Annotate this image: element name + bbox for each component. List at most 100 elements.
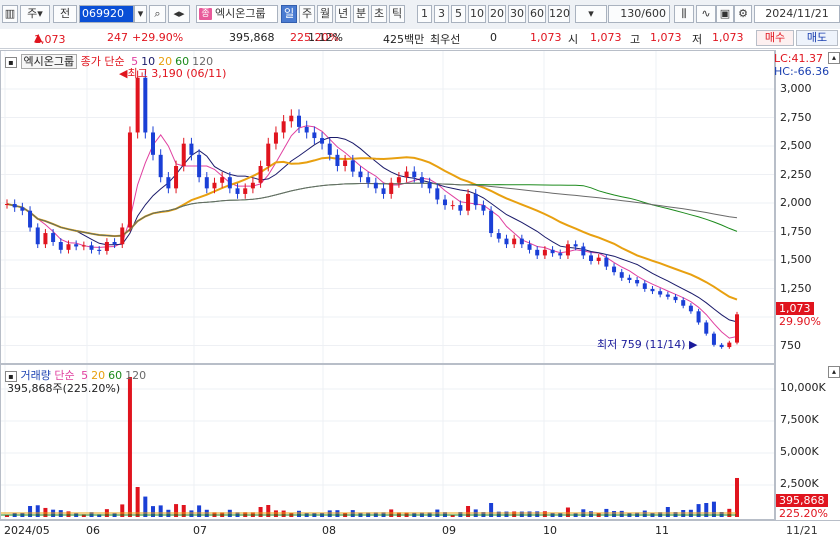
candle-91 xyxy=(704,320,709,336)
price-tick-6: 1,500 xyxy=(780,253,812,266)
candle-78 xyxy=(604,254,609,270)
gear-icon[interactable]: ⚙ xyxy=(734,5,752,23)
candle-51 xyxy=(396,172,401,188)
candle-43 xyxy=(335,149,340,172)
interval-5[interactable]: 5 xyxy=(451,5,466,23)
volume-bar-5 xyxy=(43,507,48,517)
volume-bar-79 xyxy=(612,511,617,517)
interval-3[interactable]: 3 xyxy=(434,5,449,23)
period-3[interactable]: 년 xyxy=(335,5,351,23)
candle-2 xyxy=(20,202,25,216)
price-tick-7: 1,250 xyxy=(780,281,812,295)
legend-prefix: 종가 단순 xyxy=(80,55,125,68)
stock-name-field[interactable]: 종 엑시온그룹 xyxy=(196,5,278,23)
candle-66 xyxy=(512,234,517,249)
candle-26 xyxy=(204,172,209,194)
candle-4 xyxy=(35,223,40,249)
volume-box: 395,868 xyxy=(776,494,828,508)
vol-ma-legend-120: 120 xyxy=(125,369,147,382)
volume-panel[interactable]: ▪ 거래량 단순 5 20 60 120 395,868주(225.20%) xyxy=(0,364,775,520)
period-6[interactable]: 틱 xyxy=(389,5,405,23)
low: 1,073 xyxy=(712,31,744,44)
candle-92 xyxy=(711,331,716,347)
count-field[interactable]: 130/600 xyxy=(608,5,670,23)
volume-bar-35 xyxy=(273,510,278,517)
ma-legend-5: 5 xyxy=(131,55,139,68)
candle-48 xyxy=(373,177,378,194)
price-tick-9: 750 xyxy=(780,338,801,352)
change: 247 xyxy=(107,31,128,44)
period-2[interactable]: 월 xyxy=(317,5,333,23)
candle-59 xyxy=(458,200,463,216)
interval-60[interactable]: 60 xyxy=(528,5,546,23)
price-tick-2: 2,500 xyxy=(780,139,812,152)
volume-bar-67 xyxy=(519,511,524,517)
volume-expand-icon[interactable]: ▴ xyxy=(828,366,840,378)
candle-95 xyxy=(735,311,739,345)
price-panel[interactable]: ▪ 엑시온그룹 종가 단순 5 10 20 60 120 ◀최고 3,190 (06/1… xyxy=(0,50,775,364)
candle-65 xyxy=(504,234,509,249)
date-field[interactable]: 2024/11/21 xyxy=(754,5,840,23)
candle-icon[interactable]: ⫼ xyxy=(674,5,694,23)
candle-60 xyxy=(466,189,471,216)
sell-button[interactable]: 매도 xyxy=(796,30,838,46)
volume-bar-10 xyxy=(81,514,86,517)
volume-tick-1: 7,500K xyxy=(780,413,819,426)
period-4[interactable]: 분 xyxy=(353,5,369,23)
priority-value: 0 xyxy=(490,31,497,44)
period-0[interactable]: 일 xyxy=(281,5,297,23)
search-icon[interactable]: ⌕ xyxy=(149,5,166,23)
volume-bar-73 xyxy=(565,507,570,517)
sound-icon[interactable]: ◂▸ xyxy=(168,5,190,23)
ma-line-120 xyxy=(6,182,738,237)
volume-bar-64 xyxy=(496,511,501,517)
priority-label: 최우선 xyxy=(430,33,461,46)
type-select[interactable]: 주▾ xyxy=(20,5,50,23)
line-chart-icon[interactable]: ∿ xyxy=(696,5,716,23)
candle-8 xyxy=(66,240,71,254)
volume-bar-66 xyxy=(512,511,517,517)
candle-33 xyxy=(258,160,263,188)
date-label-4: 09 xyxy=(442,524,456,537)
buy-button[interactable]: 매수 xyxy=(756,30,794,46)
candle-10 xyxy=(81,241,86,251)
low-label: 저 xyxy=(692,33,703,46)
expand-icon[interactable]: ▴ xyxy=(828,52,840,64)
code-dropdown-icon[interactable]: ▾ xyxy=(134,5,147,23)
interval-20[interactable]: 20 xyxy=(488,5,506,23)
chart-icon[interactable]: ▥ xyxy=(2,5,18,23)
volume-bar-80 xyxy=(619,510,624,517)
hc-value: HC:-66.36 xyxy=(774,65,830,78)
price: 1,073 ▲ xyxy=(34,31,66,46)
interval-dropdown[interactable]: ▾ xyxy=(575,5,607,23)
volume-bar-38 xyxy=(297,510,301,517)
candle-0 xyxy=(5,199,9,209)
interval-1[interactable]: 1 xyxy=(417,5,432,23)
candle-82 xyxy=(635,276,640,287)
candle-87 xyxy=(673,294,678,303)
volume-bar-70 xyxy=(542,511,547,517)
interval-10[interactable]: 10 xyxy=(468,5,486,23)
save-icon[interactable]: ▣ xyxy=(716,5,734,23)
candle-25 xyxy=(197,149,202,183)
vol-ma-legend-5: 5 xyxy=(81,369,89,382)
interval-120[interactable]: 120 xyxy=(548,5,570,23)
candle-18 xyxy=(143,70,148,139)
period-1[interactable]: 주 xyxy=(299,5,315,23)
candle-67 xyxy=(519,234,524,249)
candle-62 xyxy=(481,200,486,216)
volume-bar-4 xyxy=(35,505,40,517)
pct-box: 29.90% xyxy=(776,315,824,329)
candle-20 xyxy=(158,149,163,183)
candle-12 xyxy=(97,246,102,255)
code-input[interactable]: 069920 xyxy=(79,5,134,23)
candle-17 xyxy=(135,70,140,139)
volume-bar-15 xyxy=(120,504,125,517)
high-label: 고 xyxy=(630,33,641,46)
period-5[interactable]: 초 xyxy=(371,5,387,23)
interval-30[interactable]: 30 xyxy=(508,5,526,23)
candle-72 xyxy=(558,249,563,259)
candle-73 xyxy=(565,240,570,259)
volume-legend: ▪ 거래량 단순 5 20 60 120 xyxy=(5,367,146,383)
period-select[interactable]: 전 xyxy=(53,5,77,23)
